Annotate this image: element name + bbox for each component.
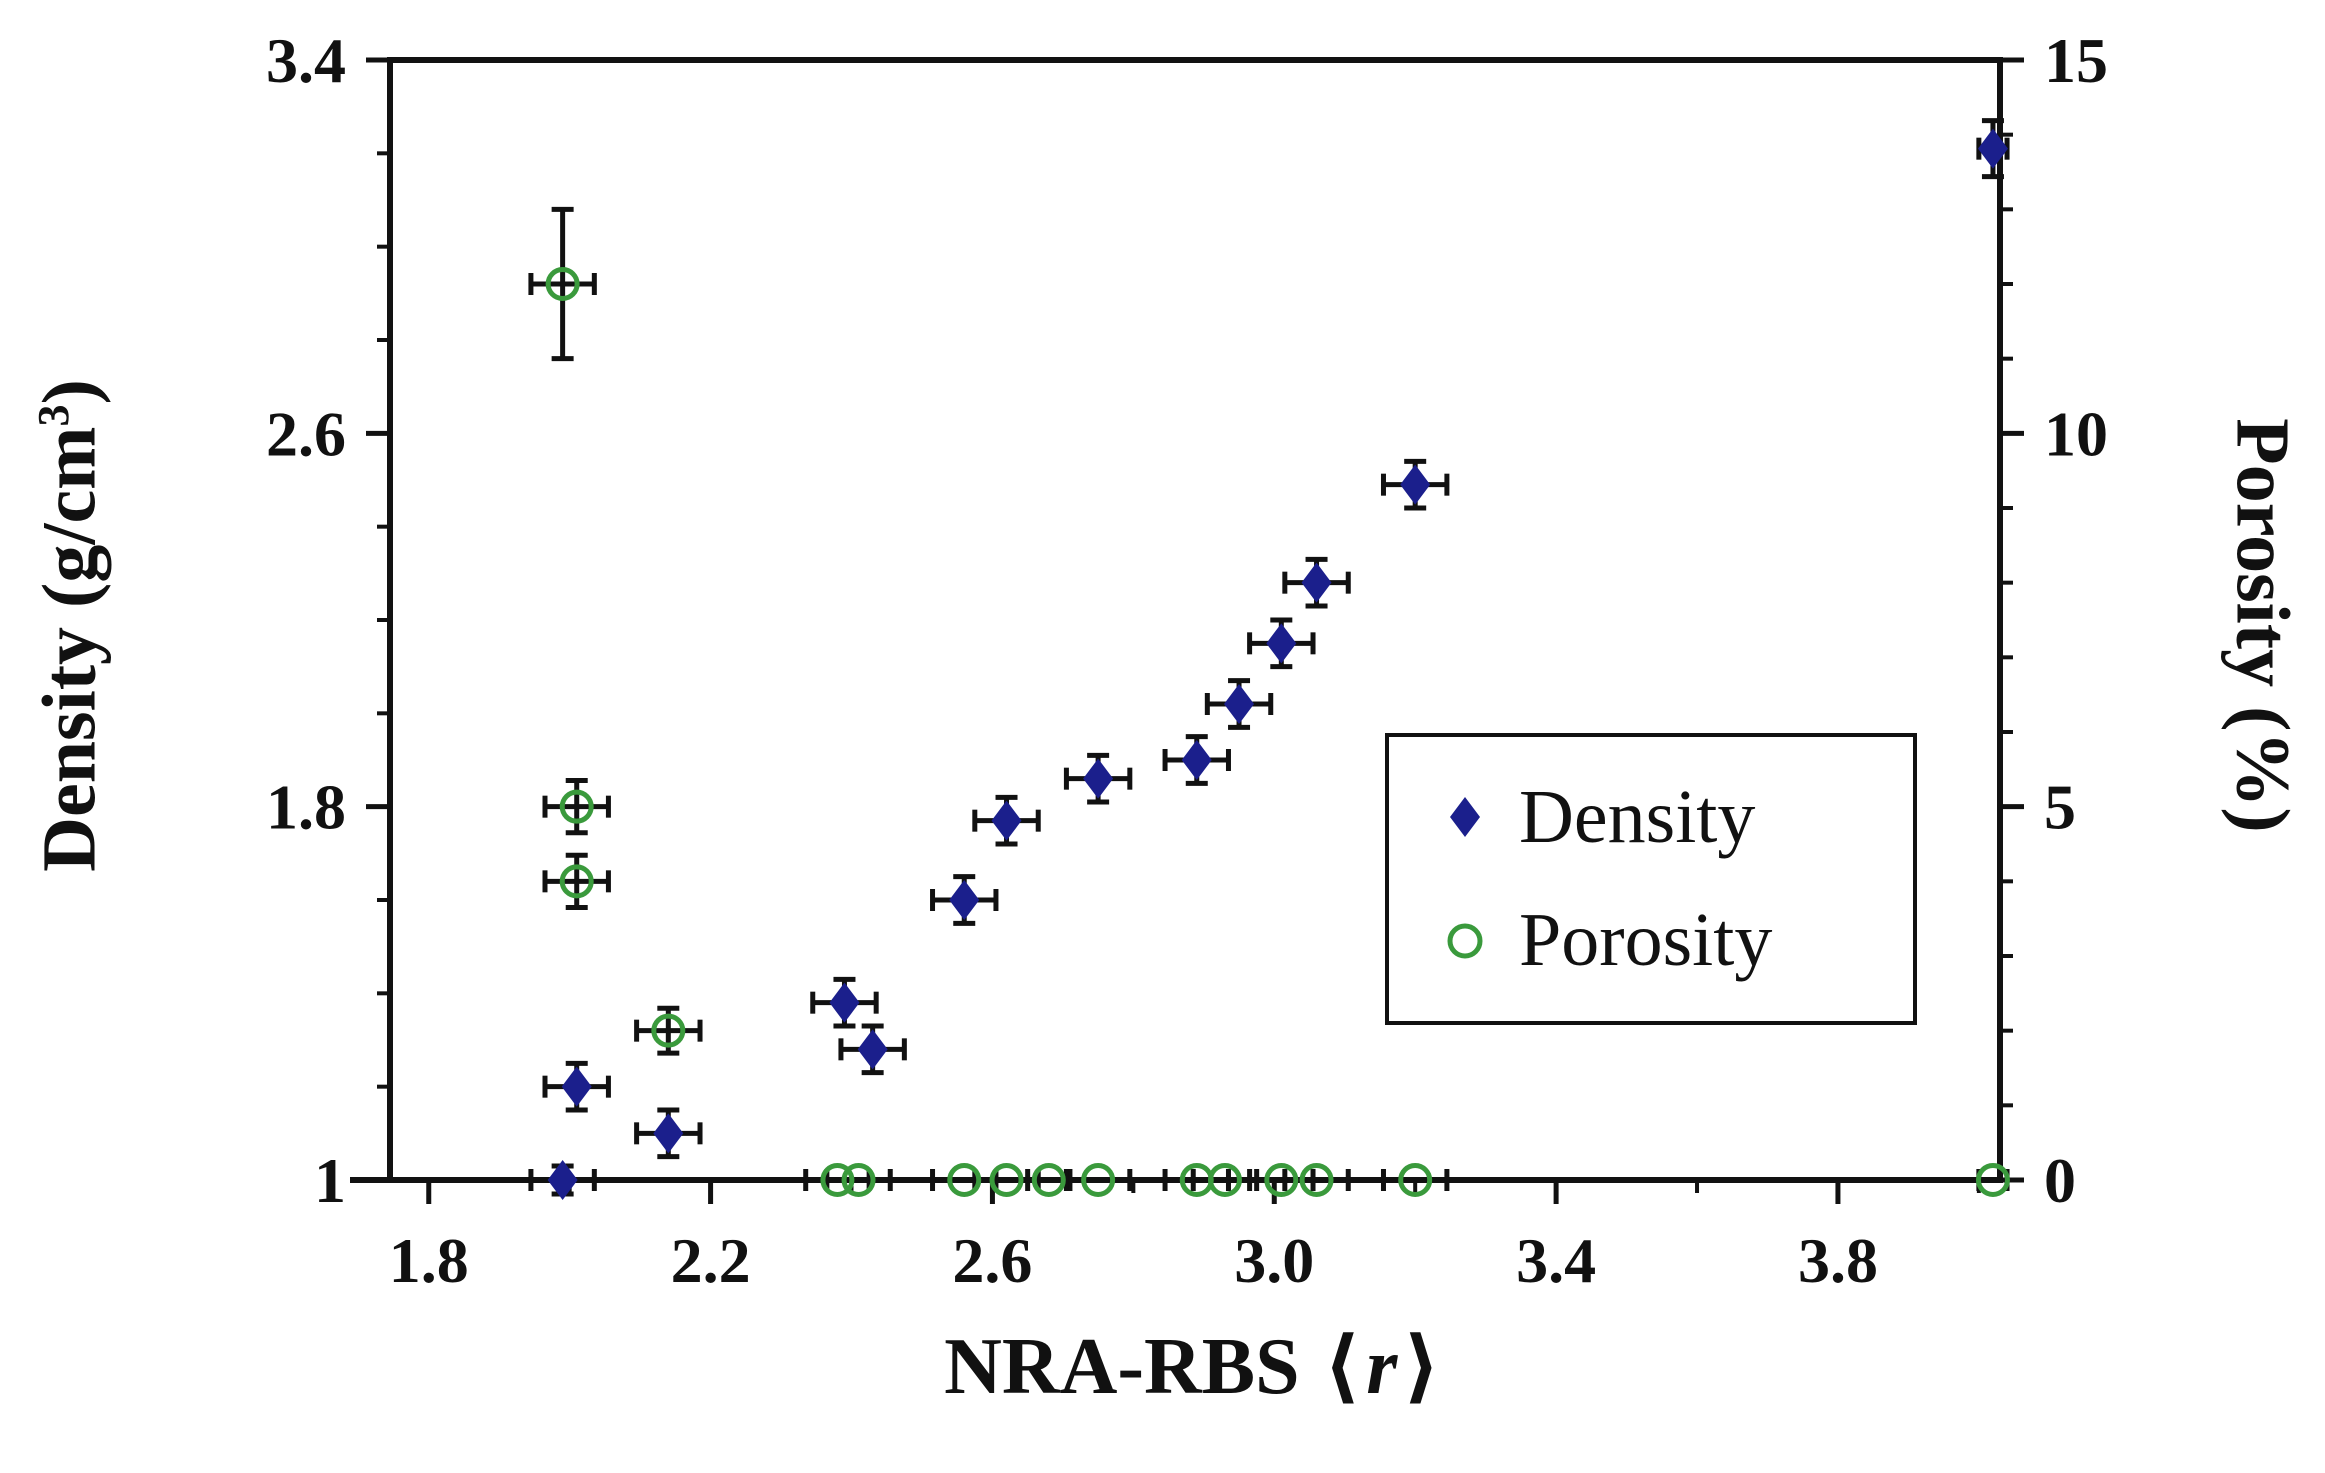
density-point [561, 1066, 592, 1107]
angle-bracket-close: ⟩ [1403, 1323, 1440, 1411]
density-point [1977, 128, 2008, 169]
density-point [991, 800, 1022, 841]
left-tick-label: 3.4 [266, 25, 346, 96]
density-point [1301, 562, 1332, 603]
series-porosity [545, 267, 2010, 1197]
left-axis-title: Density (g/cm3) [27, 226, 114, 1026]
porosity-point [1081, 1163, 1116, 1197]
porosity-point [1975, 1163, 2010, 1197]
density-point [547, 1160, 578, 1200]
right-tick-label: 10 [2044, 398, 2108, 469]
right-tick-label: 15 [2044, 25, 2108, 96]
porosity-point [820, 1163, 855, 1197]
x-tick-label: 3.8 [1798, 1225, 1878, 1296]
x-axis-title: NRA-RBS ⟨r⟩ [695, 1318, 1695, 1413]
legend: Density Porosity [1385, 733, 1917, 1025]
density-point [829, 982, 860, 1023]
porosity-point [947, 1163, 982, 1197]
porosity-point [1264, 1163, 1299, 1197]
density-point [949, 880, 980, 920]
left-axis-ticks: 1 1.8 2.6 3.4 [266, 25, 390, 1216]
x-tick-label: 3.0 [1234, 1225, 1314, 1296]
angle-bracket-open: ⟨ [1323, 1323, 1361, 1411]
series-density [547, 128, 2008, 1200]
left-tick-label: 1 [314, 1145, 346, 1216]
right-tick-label: 0 [2044, 1145, 2076, 1216]
legend-label-porosity: Porosity [1519, 898, 1773, 983]
porosity-marker-icon [1441, 919, 1489, 963]
porosity-point [559, 864, 594, 899]
porosity-point [1031, 1163, 1066, 1197]
porosity-point [841, 1163, 876, 1197]
density-point [1224, 684, 1255, 724]
right-tick-label: 5 [2044, 772, 2076, 843]
density-point [653, 1113, 684, 1154]
legend-item-porosity: Porosity [1441, 897, 1913, 984]
porosity-point [545, 267, 580, 301]
x-tick-label: 2.2 [671, 1225, 751, 1296]
x-axis-ticks: 1.8 2.2 2.6 3.0 3.4 3.8 [389, 1180, 1981, 1296]
density-marker-icon [1441, 792, 1489, 842]
porosity-point [1207, 1163, 1242, 1197]
density-point [1400, 464, 1431, 505]
right-axis-ticks: 0 5 10 15 [2000, 25, 2108, 1216]
x-axis-title-variable: r [1366, 1323, 1398, 1411]
density-point [857, 1029, 888, 1070]
left-tick-label: 2.6 [266, 398, 346, 469]
x-tick-label: 2.6 [952, 1225, 1032, 1296]
x-tick-label: 1.8 [389, 1225, 469, 1296]
x-tick-label: 3.4 [1516, 1225, 1596, 1296]
porosity-point [1299, 1163, 1334, 1197]
right-axis-title-text: Porosity (%) [2220, 418, 2305, 833]
error-bars-density [528, 118, 2010, 1197]
porosity-point [989, 1163, 1024, 1197]
legend-label-density: Density [1519, 774, 1756, 859]
x-axis-title-text: NRA-RBS [944, 1323, 1300, 1411]
right-axis-title: Porosity (%) [2219, 226, 2306, 1026]
density-point [1266, 623, 1297, 664]
left-axis-title-superscript: 3 [29, 404, 79, 427]
porosity-point [651, 1013, 686, 1048]
left-tick-label: 1.8 [266, 772, 346, 843]
left-axis-title-close: ) [27, 379, 112, 405]
porosity-point [559, 789, 594, 824]
porosity-point [1398, 1163, 1433, 1197]
left-axis-title-text: Density (g/cm [27, 426, 112, 872]
density-point [1083, 758, 1114, 799]
density-point [1181, 740, 1212, 780]
legend-item-density: Density [1441, 774, 1913, 861]
